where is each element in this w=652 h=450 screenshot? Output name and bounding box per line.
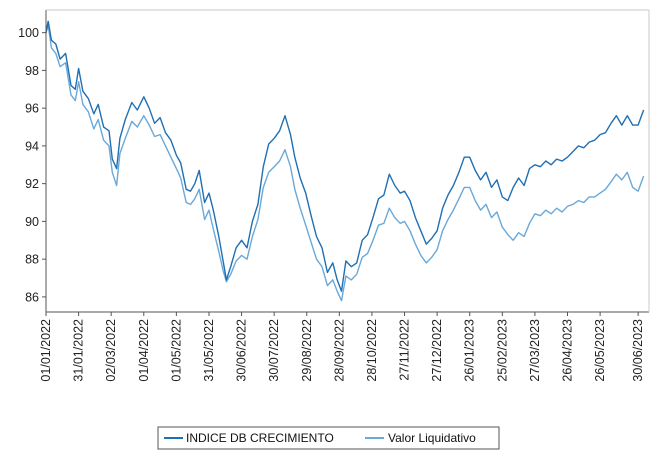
series-layer (45, 20, 645, 302)
x-tick-label: 30/07/2022 (267, 319, 281, 382)
x-tick-label: 29/08/2022 (300, 319, 314, 382)
x-tick-label: 28/09/2022 (332, 319, 346, 382)
y-tick-label: 90 (25, 215, 39, 229)
x-tick-label: 01/01/2022 (39, 319, 53, 382)
plot-background (46, 10, 649, 312)
series-line-indice-db-crecimiento (45, 20, 645, 292)
x-tick-label: 27/03/2023 (528, 319, 542, 382)
y-tick-label: 88 (25, 253, 39, 267)
x-tick-label: 02/03/2022 (104, 319, 118, 382)
y-tick-label: 86 (25, 290, 39, 304)
legend-label-valor-liquidativo: Valor Liquidativo (388, 431, 476, 445)
x-tick-label: 31/05/2022 (202, 319, 216, 382)
legend-box (157, 426, 500, 450)
x-tick-label: 26/05/2023 (593, 319, 607, 382)
x-tick-label: 31/01/2022 (72, 319, 86, 382)
x-ticks: 01/01/2022 31/01/2022 02/03/2022 01/04/2022… (39, 312, 645, 382)
x-tick-label: 26/04/2023 (561, 319, 575, 382)
y-tick-label: 92 (25, 177, 39, 191)
legend: INDICE DB CRECIMIENTO Valor Liquidativo (157, 426, 500, 450)
x-tick-label: 30/06/2022 (235, 319, 249, 382)
x-tick-label: 30/06/2023 (631, 319, 645, 382)
y-tick-label: 96 (25, 102, 39, 116)
y-tick-label: 98 (25, 64, 39, 78)
x-tick-label: 01/05/2022 (169, 319, 183, 382)
x-tick-label: 27/11/2022 (398, 319, 412, 381)
x-tick-label: 27/12/2022 (430, 319, 444, 382)
legend-label-indice-db-crecimiento: INDICE DB CRECIMIENTO (186, 431, 334, 445)
series-line-valor-liquidativo (45, 24, 645, 302)
y-tick-label: 94 (25, 139, 39, 153)
axes (45, 9, 650, 313)
y-ticks: 86 88 90 92 94 96 98 100 (18, 26, 46, 304)
x-tick-label: 26/01/2023 (463, 319, 477, 382)
x-tick-label: 25/02/2023 (495, 319, 509, 382)
x-tick-label: 28/10/2022 (365, 319, 379, 382)
x-tick-label: 01/04/2022 (137, 319, 151, 382)
plot-area (46, 10, 649, 312)
y-tick-label: 100 (18, 26, 39, 40)
